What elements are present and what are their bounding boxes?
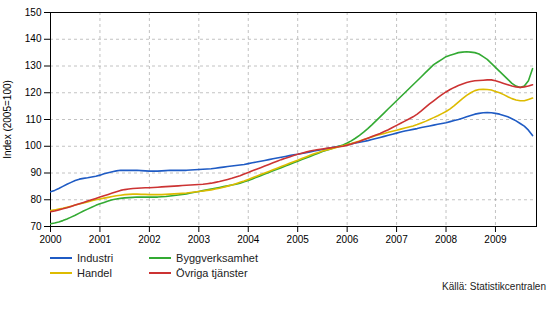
html-text:Byggverksamhet: Byggverksamhet — [176, 252, 258, 264]
svg-text:140: 140 — [25, 33, 42, 44]
svg-text:70: 70 — [30, 221, 42, 232]
svg-text:2004: 2004 — [237, 234, 260, 245]
svg-text:80: 80 — [30, 194, 42, 205]
svg-text:2003: 2003 — [188, 234, 211, 245]
svg-text:2006: 2006 — [336, 234, 359, 245]
svg-text:2001: 2001 — [89, 234, 112, 245]
html-text:Industri: Industri — [77, 252, 114, 264]
svg-text:2002: 2002 — [138, 234, 161, 245]
svg-text:2009: 2009 — [484, 234, 507, 245]
svg-text:2008: 2008 — [435, 234, 458, 245]
svg-text:2007: 2007 — [385, 234, 408, 245]
svg-text:2000: 2000 — [39, 234, 62, 245]
svg-text:100: 100 — [25, 140, 42, 151]
svg-text:150: 150 — [25, 7, 42, 18]
html-text:Handel: Handel — [77, 267, 112, 279]
svg-text:Index (2005=100): Index (2005=100) — [2, 80, 13, 159]
html-text:Källä: Statistikcentralen: Källä: Statistikcentralen — [442, 281, 546, 292]
svg-text:90: 90 — [30, 167, 42, 178]
svg-text:130: 130 — [25, 60, 42, 71]
svg-text:120: 120 — [25, 87, 42, 98]
svg-text:110: 110 — [26, 114, 42, 125]
svg-text:2005: 2005 — [287, 234, 310, 245]
html-text:Övriga tjänster: Övriga tjänster — [176, 267, 248, 279]
